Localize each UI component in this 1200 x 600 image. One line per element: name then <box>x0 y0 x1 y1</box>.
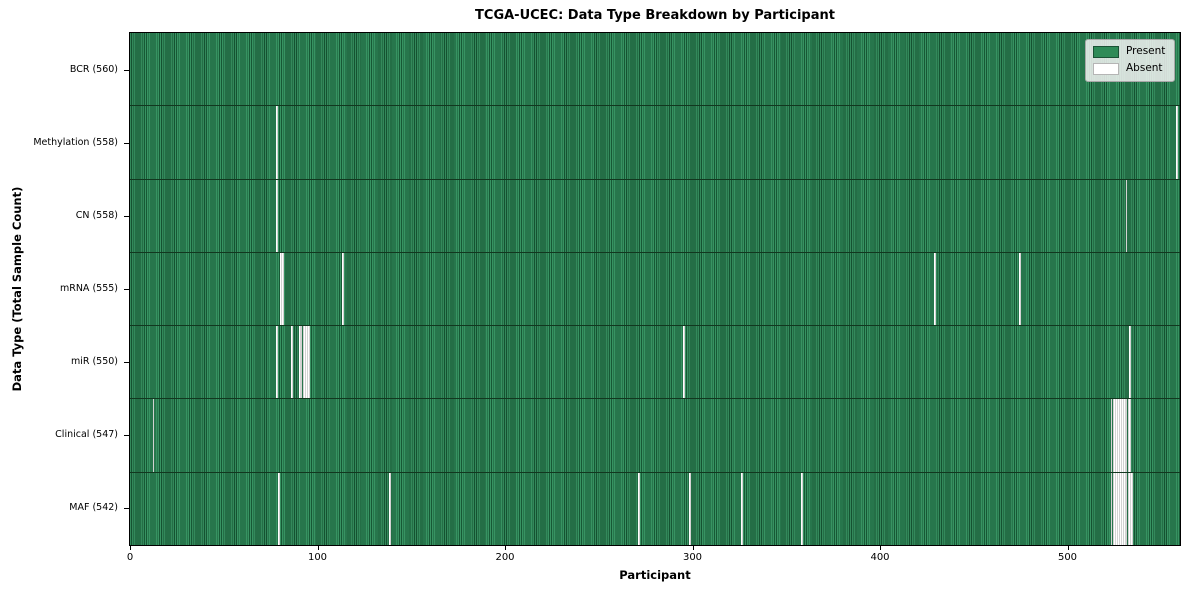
row-mir <box>130 326 1180 400</box>
absent-stripe <box>934 252 937 326</box>
absent-stripe <box>1129 399 1132 472</box>
absent-stripe <box>1120 472 1122 545</box>
row-maf <box>130 472 1180 545</box>
absent-stripe <box>1120 399 1122 472</box>
absent-stripe <box>1125 179 1128 252</box>
legend: Present Absent <box>1085 39 1176 82</box>
y-tick-mark <box>124 69 129 71</box>
y-tick-mark <box>124 142 129 144</box>
absent-stripe <box>1114 472 1117 545</box>
absent-stripe <box>308 326 310 399</box>
absent-stripe <box>1116 472 1119 545</box>
absent-stripe <box>341 252 344 326</box>
x-tick-mark <box>130 546 131 550</box>
absent-stripe <box>291 326 294 399</box>
absent-stripe <box>1131 472 1134 545</box>
absent-stripe <box>1114 399 1117 472</box>
y-tick-label: CN (558) <box>75 209 118 221</box>
absent-stripe <box>1125 472 1128 545</box>
absent-stripe <box>1123 472 1126 545</box>
absent-stripe <box>280 252 282 326</box>
absent-stripe <box>1127 472 1130 545</box>
y-tick-label: miR (550) <box>70 356 118 368</box>
x-tick-label: 0 <box>126 552 134 563</box>
absent-stripe <box>638 472 640 545</box>
absent-stripe <box>1116 399 1119 472</box>
row-clinical <box>130 399 1180 473</box>
y-tick-mark <box>124 289 129 290</box>
absent-stripe <box>276 179 279 252</box>
y-tick-mark <box>124 435 129 437</box>
absent-stripe <box>1118 399 1120 472</box>
plot-area <box>129 32 1181 546</box>
legend-label-absent: Absent <box>1126 62 1163 74</box>
x-axis-title: Participant <box>619 568 691 582</box>
x-tick-mark <box>880 546 881 550</box>
y-tick-label: MAF (542) <box>69 502 118 514</box>
absent-stripe <box>801 472 804 545</box>
absent-stripe <box>1110 399 1113 472</box>
y-tick-mark <box>124 508 129 510</box>
x-tick-label: 200 <box>495 552 515 563</box>
x-tick-label: 300 <box>682 552 703 563</box>
absent-stripe <box>1121 472 1124 545</box>
absent-stripe <box>388 472 391 545</box>
absent-stripe <box>688 472 691 545</box>
row-methylation <box>130 106 1180 180</box>
absent-stripe <box>1176 106 1179 179</box>
absent-stripe <box>1129 472 1132 545</box>
x-tick-mark <box>1067 546 1069 550</box>
y-tick-mark <box>124 362 129 364</box>
absent-stripe <box>1129 326 1132 399</box>
absent-swatch-icon <box>1093 62 1119 75</box>
absent-stripe <box>1123 399 1126 472</box>
legend-item-present: Present <box>1093 45 1165 58</box>
absent-stripe <box>300 326 303 399</box>
y-tick-label: BCR (560) <box>69 63 118 75</box>
absent-stripe <box>683 326 685 399</box>
x-tick-mark <box>505 546 506 550</box>
absent-stripe <box>1121 399 1124 472</box>
absent-stripe <box>1112 472 1115 545</box>
absent-stripe <box>276 326 279 399</box>
present-swatch-icon <box>1093 45 1119 58</box>
absent-stripe <box>276 106 279 179</box>
row-cn <box>130 179 1180 253</box>
chart-title: TCGA-UCEC: Data Type Breakdown by Partic… <box>475 8 835 23</box>
legend-label-present: Present <box>1126 45 1166 57</box>
absent-stripe <box>306 326 309 399</box>
absent-stripe <box>281 252 284 326</box>
x-tick-label: 400 <box>870 552 890 563</box>
x-tick-label: 500 <box>1057 552 1078 563</box>
y-tick-label: mRNA (555) <box>59 283 118 294</box>
absent-stripe <box>302 326 305 399</box>
legend-item-absent: Absent <box>1093 62 1165 75</box>
absent-stripe <box>1118 472 1120 545</box>
absent-stripe <box>152 399 155 472</box>
x-tick-label: 100 <box>307 552 328 563</box>
absent-stripe <box>741 472 744 545</box>
absent-stripe <box>304 326 307 399</box>
x-tick-mark <box>317 546 319 550</box>
absent-stripe <box>1112 399 1115 472</box>
y-tick-mark <box>124 215 129 217</box>
y-tick-label: Methylation (558) <box>33 136 118 148</box>
absent-stripe <box>1127 399 1130 472</box>
y-tick-label: Clinical (547) <box>55 429 118 441</box>
x-tick-mark <box>692 546 694 550</box>
absent-stripe <box>278 472 280 545</box>
absent-stripe <box>1125 399 1128 472</box>
absent-stripe <box>1018 252 1021 326</box>
absent-stripe <box>298 326 301 399</box>
absent-stripe <box>1110 472 1113 545</box>
row-bcr <box>130 33 1180 107</box>
row-mrna <box>130 252 1180 327</box>
